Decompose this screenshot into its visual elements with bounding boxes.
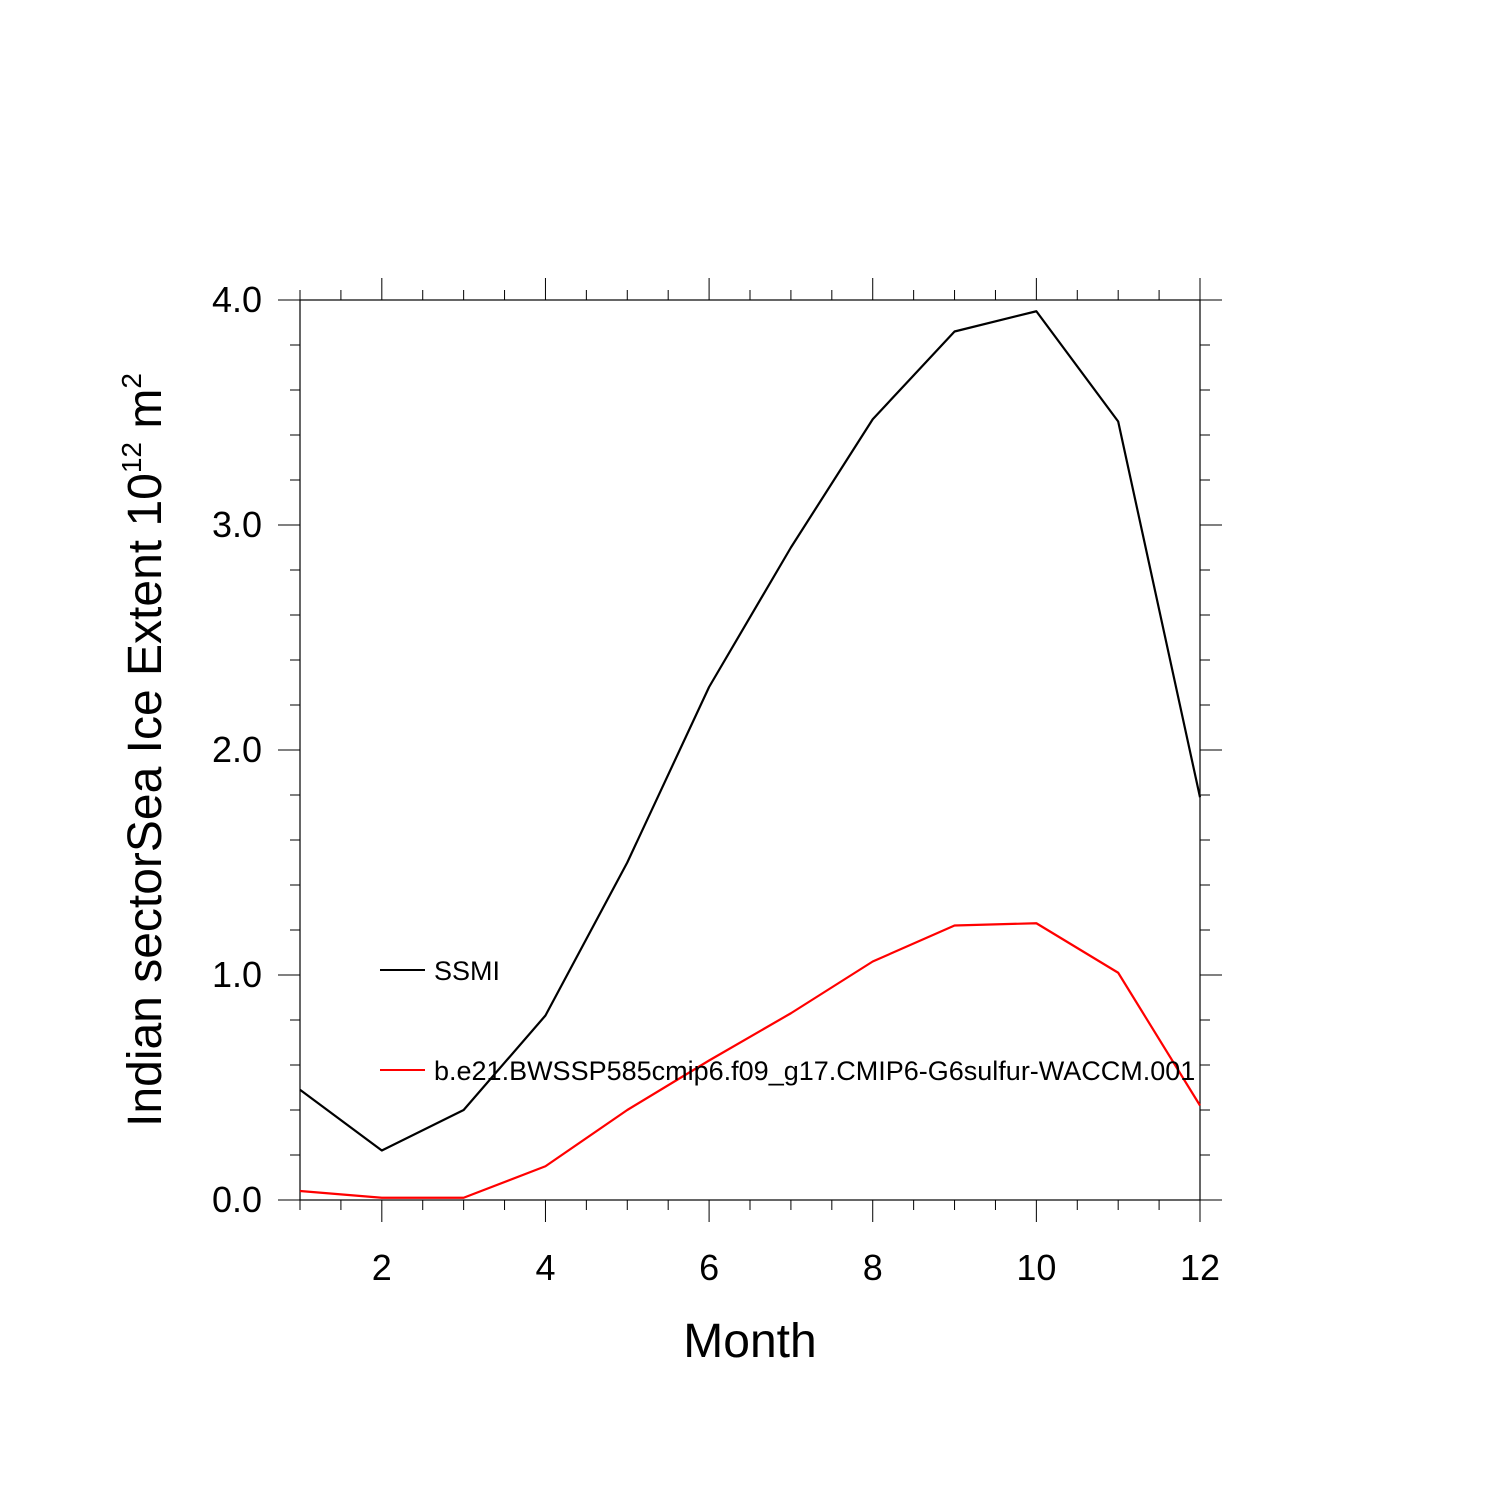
y-tick-label: 1.0 xyxy=(212,954,262,995)
series-line-model xyxy=(299,922,1201,1199)
y-tick-label: 3.0 xyxy=(212,504,262,545)
legend: SSMI b.e21.BWSSP585cmip6.f09_g17.CMIP6-G… xyxy=(380,956,1195,1086)
y-axis-title-unit: m xyxy=(119,389,172,429)
x-tick-label: 4 xyxy=(535,1247,555,1288)
y-axis-title: Indian sectorSea Ice Extent 1012 m2 xyxy=(116,373,172,1127)
y-tick-label: 4.0 xyxy=(212,279,262,320)
x-tick-label: 12 xyxy=(1180,1247,1220,1288)
x-tick-label: 2 xyxy=(372,1247,392,1288)
x-axis-title: Month xyxy=(683,1315,816,1368)
x-tick-label: 8 xyxy=(863,1247,883,1288)
legend-label-ssmi: SSMI xyxy=(434,956,500,986)
y-tick-label: 0.0 xyxy=(212,1179,262,1220)
y-tick-label: 2.0 xyxy=(212,729,262,770)
y-axis-title-exponent: 12 xyxy=(116,442,147,473)
x-tick-labels: 2 4 6 8 10 12 xyxy=(372,1247,1220,1288)
series-lines xyxy=(299,310,1202,1199)
x-tick-label: 6 xyxy=(699,1247,719,1288)
axis-ticks xyxy=(278,278,1222,1222)
legend-label-model: b.e21.BWSSP585cmip6.f09_g17.CMIP6-G6sulf… xyxy=(434,1056,1195,1086)
y-axis-title-unit-exponent: 2 xyxy=(116,373,147,389)
y-tick-labels: 0.0 1.0 2.0 3.0 4.0 xyxy=(212,279,262,1220)
x-tick-label: 10 xyxy=(1016,1247,1056,1288)
series-line-ssmi xyxy=(299,310,1202,1152)
